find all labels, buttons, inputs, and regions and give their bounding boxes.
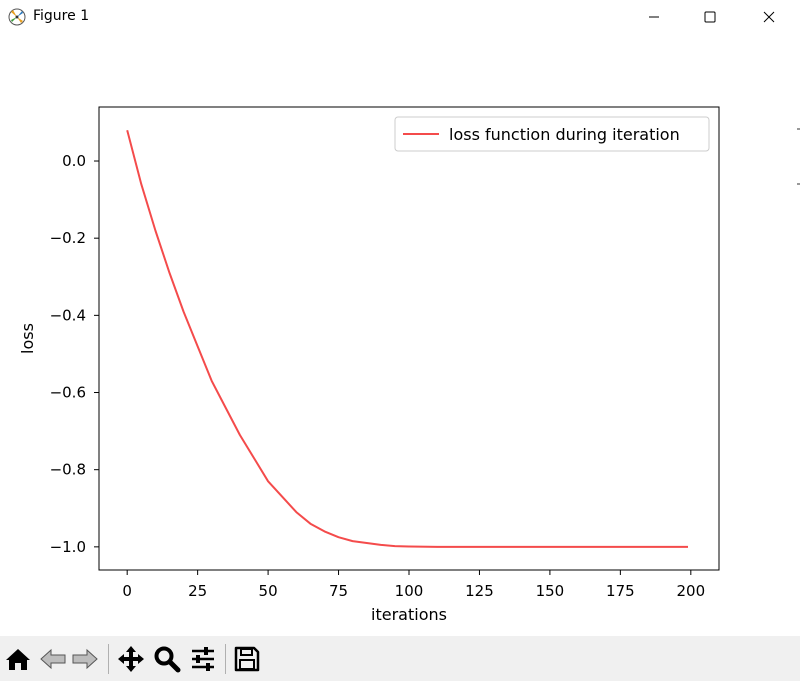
y-tick-label: −0.8 — [50, 461, 86, 479]
window-edge-mark — [797, 128, 800, 130]
window-titlebar: Figure 1 — [0, 0, 800, 34]
forward-icon — [72, 648, 98, 670]
window-edge-mark — [797, 183, 800, 185]
y-tick-label: −1.0 — [50, 538, 86, 556]
maximize-icon — [704, 11, 716, 23]
y-tick-label: −0.6 — [50, 384, 86, 402]
x-tick-label: 75 — [329, 582, 348, 600]
minimize-icon — [649, 16, 659, 18]
pan-icon — [118, 646, 144, 672]
legend-label: loss function during iteration — [449, 125, 680, 144]
toolbar-separator — [225, 644, 226, 674]
configure-subplots-button[interactable] — [188, 644, 218, 674]
y-axis-label: loss — [18, 323, 37, 354]
matplotlib-logo-icon — [8, 8, 26, 26]
toolbar-separator — [108, 644, 109, 674]
x-tick-label: 150 — [536, 582, 565, 600]
figure-canvas: 0 25 50 75 100 125 150 175 200 0.0 −0.2 −0.4 −0.6 −0.… — [18, 106, 720, 624]
save-icon — [234, 646, 260, 672]
home-button[interactable] — [3, 644, 33, 674]
plot-axes-frame — [98, 106, 720, 571]
x-tick-label: 175 — [606, 582, 635, 600]
y-tick-label: 0.0 — [62, 152, 86, 170]
x-tick-label: 200 — [676, 582, 705, 600]
x-tick-label: 0 — [122, 582, 132, 600]
back-button[interactable] — [38, 644, 68, 674]
x-axis-label: iterations — [371, 605, 447, 624]
y-tick-label: −0.4 — [50, 306, 86, 324]
zoom-icon — [154, 646, 181, 673]
home-icon — [6, 649, 30, 670]
window-title: Figure 1 — [33, 8, 90, 24]
zoom-button[interactable] — [152, 644, 182, 674]
configure-subplots-icon — [192, 647, 214, 671]
close-icon — [763, 11, 775, 23]
legend-box — [394, 116, 710, 152]
minimize-button[interactable] — [631, 0, 677, 34]
maximize-button[interactable] — [687, 0, 733, 34]
pan-button[interactable] — [116, 644, 146, 674]
x-tick-label: 125 — [465, 582, 494, 600]
forward-button[interactable] — [70, 644, 100, 674]
save-button[interactable] — [232, 644, 262, 674]
series-line — [126, 129, 688, 548]
back-icon — [40, 648, 66, 670]
x-tick-label: 100 — [395, 582, 424, 600]
x-tick-label: 25 — [188, 582, 207, 600]
x-tick-label: 50 — [259, 582, 278, 600]
close-button[interactable] — [746, 0, 792, 34]
navigation-toolbar — [0, 636, 800, 681]
y-tick-label: −0.2 — [50, 229, 86, 247]
